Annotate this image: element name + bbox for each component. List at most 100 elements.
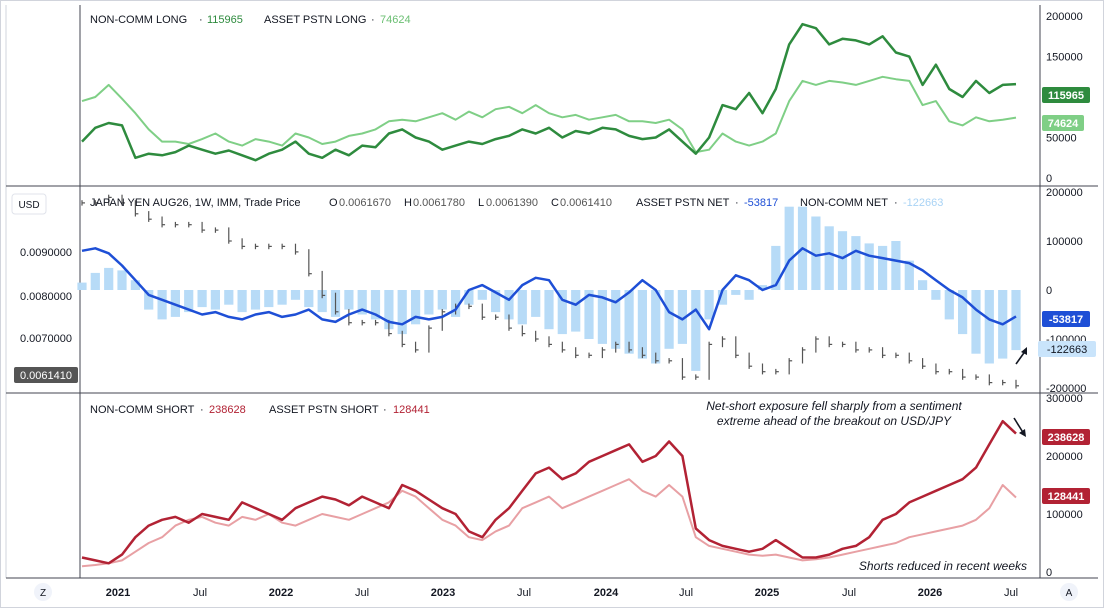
net-bar <box>397 290 407 335</box>
badge-noncomm-long <box>1042 87 1090 103</box>
net-bar <box>677 290 687 344</box>
usd-button[interactable]: USD <box>11 193 47 215</box>
ohlc-high: 0.0061780 <box>413 197 465 209</box>
net-bar <box>290 290 301 300</box>
badge-asset-short <box>1042 488 1090 504</box>
short-positions-pane: 300000 200000 100000 0 NON-COMM SHORT · 238… <box>81 393 1090 579</box>
price-tick: 0.0090000 <box>20 247 72 259</box>
net-bar <box>651 290 661 364</box>
ohlc-h-label: H <box>404 197 412 209</box>
net-bar <box>317 290 327 313</box>
net-bar <box>891 241 901 290</box>
price-tick: 0.0080000 <box>20 291 72 303</box>
legend-noncomm-net-value: -122663 <box>903 197 943 209</box>
net-bar <box>717 290 728 305</box>
net-bar <box>918 280 928 290</box>
timezone-button-label[interactable]: Z <box>40 588 46 599</box>
net-bar <box>584 290 594 339</box>
auto-scale-button-label[interactable]: A <box>1066 588 1073 599</box>
time-axis-tick: Jul <box>1004 587 1018 599</box>
net-bar <box>451 290 461 317</box>
value-axis-tick: 200000 <box>1046 11 1083 23</box>
net-bar <box>744 290 754 300</box>
currency-button-label[interactable]: USD <box>18 200 39 211</box>
net-bar <box>250 290 261 310</box>
asset-pstn-net-line <box>81 247 1017 331</box>
net-bar <box>304 290 314 308</box>
value-axis-tick: 0 <box>1046 285 1052 297</box>
net-bar <box>264 290 274 308</box>
net-bar <box>77 282 87 290</box>
annotation-bottom[interactable]: Shorts reduced in recent weeks <box>859 559 1027 573</box>
net-bar <box>491 290 501 313</box>
time-axis-tick: 2022 <box>269 587 293 599</box>
net-bar <box>611 290 621 349</box>
time-axis-tick: Jul <box>193 587 207 599</box>
net-bar <box>144 290 154 310</box>
net-bar <box>424 290 434 315</box>
value-axis-tick: -200000 <box>1046 383 1086 395</box>
net-bar <box>851 236 861 290</box>
last-price-badge-text: 0.0061410 <box>20 370 72 382</box>
net-bar <box>184 290 194 313</box>
net-bar <box>117 270 127 290</box>
net-bar <box>344 290 354 310</box>
net-bar <box>104 267 114 290</box>
badge-asset-net-text: -53817 <box>1049 314 1083 326</box>
bottom-legend: NON-COMM SHORT · 238628 ASSET PSTN SHORT… <box>90 404 430 416</box>
net-bar <box>571 290 581 332</box>
timezone-button[interactable]: Z <box>34 583 52 601</box>
annotation-top[interactable]: Net-short exposure fell sharply from a s… <box>706 399 962 428</box>
time-axis-tick: 2021 <box>106 587 130 599</box>
net-bar <box>757 285 768 290</box>
badge-noncomm-short-text: 238628 <box>1048 432 1085 444</box>
noncomm-short-line <box>81 419 1017 565</box>
net-bar <box>357 290 367 315</box>
value-axis-tick: 0 <box>1046 567 1052 579</box>
ohlc-c-label: C <box>551 197 559 209</box>
value-axis-tick: 200000 <box>1046 187 1083 199</box>
auto-scale-button-bg[interactable] <box>1060 583 1078 601</box>
auto-scale-button[interactable]: A <box>1060 583 1078 601</box>
currency-button-frame[interactable] <box>11 193 47 215</box>
instrument-title[interactable]: JAPAN YEN AUG26, 1W, IMM, Trade Price <box>90 197 301 209</box>
net-bar <box>984 290 994 364</box>
badge-noncomm-short <box>1042 429 1090 445</box>
ohlc-l-label: L <box>478 197 484 209</box>
arrow-down-icon <box>1013 417 1026 437</box>
time-axis-tick: 2023 <box>431 587 455 599</box>
net-bar <box>864 243 874 290</box>
value-axis-tick: 300000 <box>1046 393 1083 405</box>
value-axis-tick: 200000 <box>1046 451 1083 463</box>
net-bar <box>824 226 834 290</box>
time-axis[interactable]: 2021 Jul 2022 Jul 2023 Jul 2024 Jul 2025 Jul 2026 J… <box>106 587 1018 599</box>
net-bar <box>624 290 634 354</box>
time-axis-tick: 2024 <box>594 587 619 599</box>
value-axis-tick: 150000 <box>1046 52 1083 64</box>
legend-dot: · <box>383 404 387 416</box>
legend-noncomm-net-label: NON-COMM NET <box>800 197 888 209</box>
badge-noncomm-net-text: -122663 <box>1047 344 1087 356</box>
timezone-button-bg[interactable] <box>34 583 52 601</box>
top-legend: NON-COMM LONG · 115965 ASSET PSTN LONG ·… <box>90 14 411 26</box>
net-bar <box>837 231 848 290</box>
net-bar <box>411 290 421 325</box>
net-bar <box>370 290 381 320</box>
net-bar <box>944 290 954 320</box>
badge-noncomm-net <box>1038 341 1096 357</box>
net-bar <box>771 245 781 290</box>
top-badges: 115965 74624 <box>1042 87 1090 131</box>
net-bar <box>958 290 968 335</box>
net-bar <box>971 290 981 354</box>
time-axis-tick: 2025 <box>755 587 779 599</box>
annotation-line-1[interactable]: Net-short exposure fell sharply from a s… <box>706 399 962 413</box>
net-bar <box>931 290 941 300</box>
value-axis-tick: 100000 <box>1046 236 1083 248</box>
asset-pstn-long-line <box>81 75 1017 154</box>
legend-dot: · <box>894 197 898 209</box>
time-axis-tick: Jul <box>517 587 531 599</box>
annotation-line-2[interactable]: extreme ahead of the breakout on USD/JPY <box>717 414 952 428</box>
